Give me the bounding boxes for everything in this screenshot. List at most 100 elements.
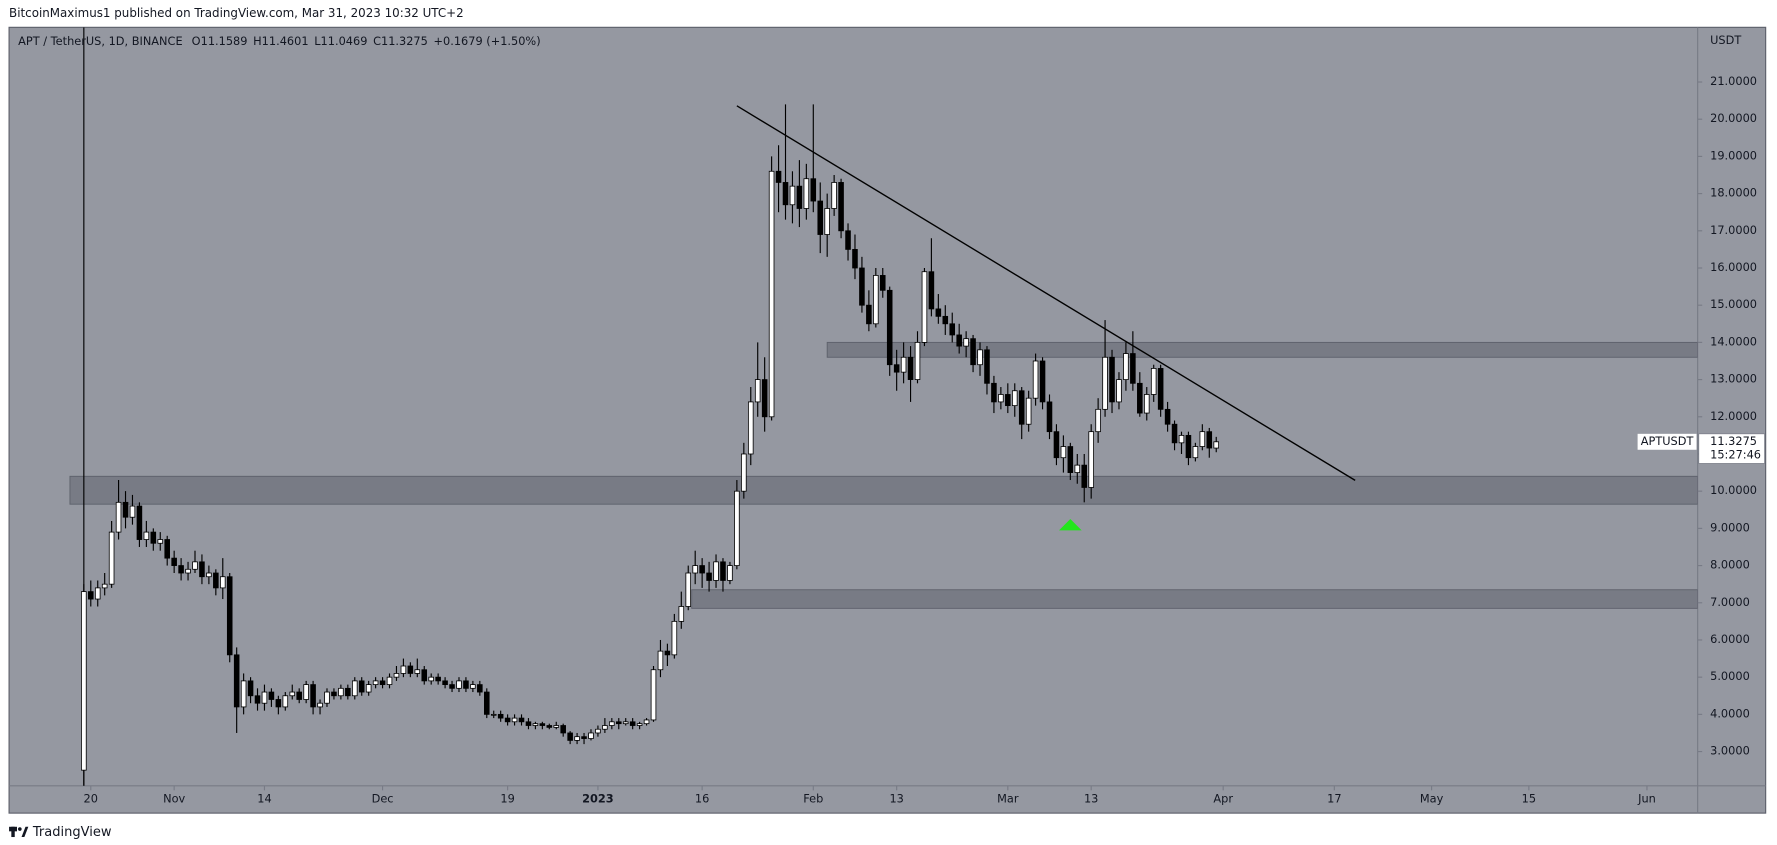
candle-body (407, 665, 414, 674)
candle-body (949, 323, 956, 336)
x-tick-label: Jun (1637, 791, 1656, 805)
candle-body (643, 719, 650, 725)
candle-body (393, 673, 400, 678)
y-tick-label: 12.0000 (1710, 409, 1757, 423)
candle-body (1123, 353, 1129, 380)
candle-body (164, 539, 170, 559)
candle-body (470, 684, 476, 689)
candle-body (1025, 397, 1032, 425)
y-tick-label: 4.0000 (1710, 706, 1750, 720)
candle-body (150, 531, 157, 544)
x-tick-label: May (1420, 791, 1444, 805)
candle-body (171, 557, 177, 566)
x-tick-label: Feb (803, 791, 823, 805)
candle-body (289, 691, 296, 697)
y-tick-label: 17.0000 (1710, 223, 1757, 237)
candle-body (497, 713, 504, 719)
x-tick-label: Apr (1213, 791, 1233, 805)
candle-body (1206, 431, 1213, 449)
y-tick-label: 8.0000 (1710, 558, 1750, 572)
candle-body (226, 576, 233, 656)
y-tick-label: 7.0000 (1710, 595, 1750, 609)
candle-body (1088, 431, 1094, 488)
candle-body (977, 349, 983, 366)
candle-body (636, 723, 643, 726)
candle-body (414, 669, 421, 674)
candle-body (629, 721, 636, 726)
ticker-tag: APTUSDT (1641, 434, 1694, 448)
candle-body (1032, 360, 1039, 399)
x-tick-label: Nov (163, 791, 185, 805)
candle-body (1137, 382, 1143, 414)
candle-body (963, 338, 969, 347)
candle-body (115, 501, 122, 533)
candle-body (1116, 379, 1122, 403)
ohlc-value: 11.0469 (321, 34, 368, 48)
candle-body (734, 490, 740, 566)
candle-body (921, 271, 928, 343)
candle-body (296, 691, 302, 700)
candle-body (136, 505, 143, 540)
y-tick-label: 19.0000 (1710, 148, 1757, 162)
candle-body (942, 315, 949, 325)
x-tick-label: Mar (997, 791, 1019, 805)
candle-body (199, 561, 205, 578)
support-zone (691, 589, 1698, 609)
countdown: 15:27:46 (1710, 447, 1761, 461)
published-note: BitcoinMaximus1 published on TradingView… (9, 6, 464, 20)
candle-body (998, 394, 1004, 403)
candle-body (775, 170, 782, 183)
candle-body (747, 401, 754, 455)
candle-body (1095, 408, 1101, 433)
candle-body (539, 723, 546, 726)
candle-body (324, 691, 330, 704)
candle-body (727, 565, 733, 581)
candle-body (692, 565, 698, 574)
candle-body (824, 208, 830, 235)
brand-name: TradingView (32, 825, 112, 840)
candle-body (741, 453, 747, 492)
candle-body (546, 725, 553, 728)
candle-body (525, 721, 532, 726)
candle-body (886, 289, 893, 366)
candle-body (303, 684, 309, 700)
candle-body (754, 379, 761, 403)
candle-body (782, 182, 789, 206)
candle-body (101, 583, 108, 589)
candle-body (331, 691, 337, 697)
candle-body (490, 713, 497, 716)
candle-body (1143, 394, 1150, 414)
ohlc-key: C (373, 34, 381, 48)
candle-body (477, 684, 483, 693)
candle-body (873, 275, 879, 325)
candle-body (122, 501, 129, 518)
candle-body (157, 539, 164, 544)
candle-body (1046, 401, 1053, 433)
ohlc-value: 11.1589 (201, 34, 248, 48)
candle-body (553, 725, 560, 728)
y-tick-label: 13.0000 (1710, 372, 1757, 386)
candle-body (1171, 423, 1178, 444)
candle-body (699, 565, 705, 574)
candle-body (706, 572, 712, 581)
candle-body (810, 178, 817, 202)
candle-body (338, 687, 344, 697)
trendline (736, 105, 1356, 481)
candle-body (345, 687, 351, 697)
candle-body (615, 721, 622, 725)
candle-body (206, 572, 212, 578)
candle-body (94, 587, 101, 600)
candle-body (970, 338, 976, 366)
candle-body (602, 725, 608, 730)
candle-body (900, 356, 907, 373)
x-tick-label: Dec (372, 791, 394, 805)
candle-body (984, 349, 990, 384)
candle-body (713, 561, 719, 581)
candle-body (129, 505, 136, 518)
candle-body (268, 691, 275, 700)
brand-logo (9, 826, 29, 838)
y-tick-label: 9.0000 (1710, 520, 1750, 534)
candle-body (428, 676, 434, 682)
